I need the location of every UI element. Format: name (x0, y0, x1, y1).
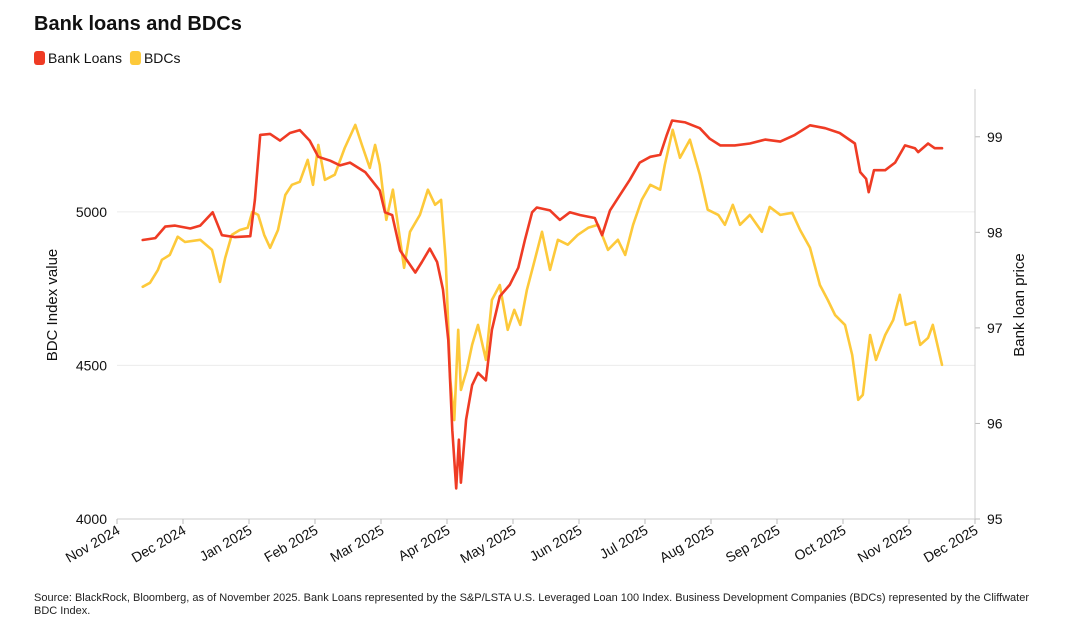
x-tick-label: Nov 2025 (855, 522, 915, 566)
y-tick-label: 4000 (76, 511, 107, 527)
legend-label: BDCs (144, 50, 181, 66)
legend-label: Bank Loans (48, 50, 122, 66)
data-line (141, 119, 944, 490)
y2-tick-label: 99 (987, 129, 1003, 145)
x-tick-label: Mar 2025 (327, 522, 386, 566)
x-tick-label: Dec 2024 (129, 522, 189, 566)
x-tick-label: Oct 2025 (791, 522, 848, 564)
y2-axis-label: Bank loan price (1011, 253, 1028, 356)
y2-tick-label: 98 (987, 224, 1003, 240)
source-box: Source: BlackRock, Bloomberg, as of Nove… (34, 592, 1030, 617)
x-tick-label: Jun 2025 (527, 522, 585, 565)
y-tick-label: 5000 (76, 204, 107, 220)
x-tick-label: Jan 2025 (197, 522, 255, 565)
y2-tick-label: 97 (987, 320, 1003, 336)
y-tick-label: 4500 (76, 357, 107, 373)
chart-title: Bank loans and BDCs (34, 13, 242, 35)
y-axis-label: BDC Index value (44, 249, 61, 362)
legend-swatch (34, 51, 45, 65)
x-tick-label: Dec 2025 (921, 522, 981, 566)
x-tick-label: Apr 2025 (395, 522, 452, 564)
x-tick-label: Jul 2025 (597, 522, 651, 562)
x-tick-label: Feb 2025 (261, 522, 320, 566)
x-tick-label: May 2025 (457, 522, 518, 567)
source-note: Source: BlackRock, Bloomberg, as of Nove… (34, 592, 1030, 617)
data-line (141, 123, 944, 422)
y2-tick-label: 95 (987, 511, 1003, 527)
x-tick-label: Aug 2025 (657, 522, 717, 566)
y2-tick-label: 96 (987, 415, 1003, 431)
legend-swatch (129, 51, 141, 65)
x-tick-label: Nov 2024 (63, 522, 123, 566)
x-tick-label: Sep 2025 (723, 522, 783, 566)
